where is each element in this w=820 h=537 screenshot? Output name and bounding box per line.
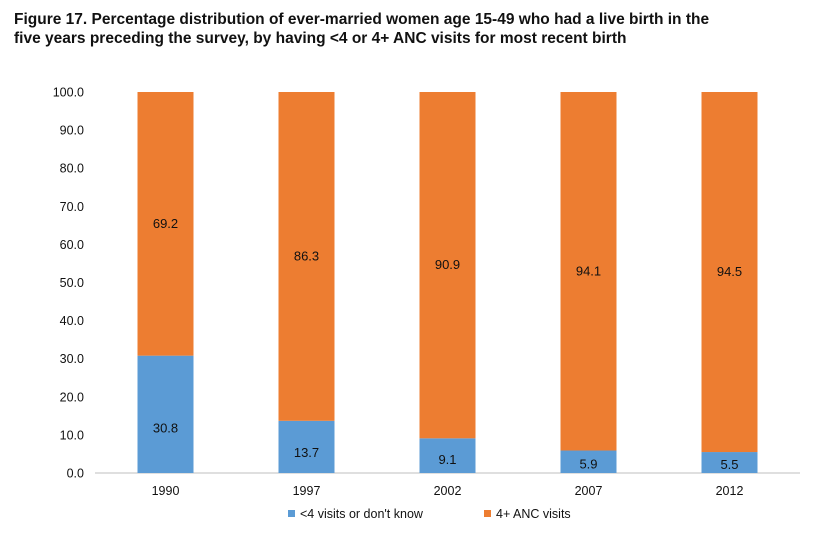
data-label: 94.1: [576, 263, 601, 278]
x-tick-label: 2002: [434, 484, 462, 498]
x-tick-label: 2007: [575, 484, 603, 498]
legend-label-under4: <4 visits or don't know: [300, 507, 424, 521]
bar-under4-2002: [419, 438, 476, 473]
y-tick-label: 70.0: [60, 200, 84, 214]
y-tick-label: 20.0: [60, 390, 84, 404]
x-tick-label: 2012: [716, 484, 744, 498]
bar-four-plus-2007: [560, 92, 617, 451]
bar-four-plus-2012: [701, 92, 758, 453]
y-tick-label: 50.0: [60, 276, 84, 290]
figure-title-line-2: five years preceding the survey, by havi…: [14, 30, 627, 47]
data-label: 9.1: [438, 452, 456, 467]
y-tick-label: 60.0: [60, 238, 84, 252]
y-tick-label: 100.0: [53, 86, 84, 100]
bar-under4-2007: [560, 450, 617, 473]
legend-label-four-plus: 4+ ANC visits: [496, 507, 571, 521]
data-label: 90.9: [435, 257, 460, 272]
y-tick-label: 80.0: [60, 162, 84, 176]
data-label: 30.8: [153, 420, 178, 435]
legend-swatch-under4: [288, 510, 295, 517]
y-tick-label: 30.0: [60, 352, 84, 366]
x-tick-label: 1990: [152, 484, 180, 498]
data-label: 69.2: [153, 216, 178, 231]
x-tick-label: 1997: [293, 484, 321, 498]
bar-under4-1997: [278, 420, 335, 473]
bar-under4-2012: [701, 452, 758, 473]
y-tick-label: 40.0: [60, 314, 84, 328]
legend-swatch-four-plus: [484, 510, 491, 517]
y-tick-label: 0.0: [67, 467, 84, 481]
y-tick-label: 90.0: [60, 124, 84, 138]
bar-four-plus-1997: [278, 92, 335, 421]
bar-four-plus-2002: [419, 92, 476, 439]
y-tick-label: 10.0: [60, 428, 84, 442]
data-label: 5.5: [720, 457, 738, 472]
data-label: 5.9: [579, 456, 597, 471]
data-label: 13.7: [294, 445, 319, 460]
figure-title: Figure 17. Percentage distribution of ev…: [14, 10, 814, 48]
bar-four-plus-1990: [137, 92, 194, 356]
data-label: 94.5: [717, 264, 742, 279]
figure-title-line-1: Figure 17. Percentage distribution of ev…: [14, 11, 710, 28]
bar-under4-1990: [137, 355, 194, 473]
data-label: 86.3: [294, 248, 319, 263]
